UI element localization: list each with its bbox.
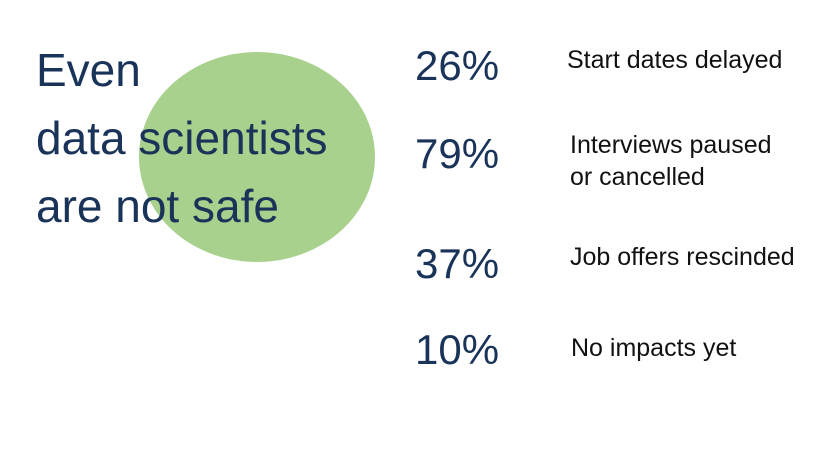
stat-value: 26% — [415, 42, 500, 89]
stat-label: No impacts yet — [571, 334, 737, 362]
stat-label: Interviews paused or cancelled — [570, 131, 772, 191]
green-circle-decoration — [139, 52, 375, 262]
title-line: Even — [36, 44, 141, 96]
stat-value: 79% — [415, 130, 500, 177]
stat-value: 10% — [415, 326, 500, 373]
stat-label: Start dates delayed — [567, 46, 783, 74]
title-line: are not safe — [36, 180, 279, 232]
slide-title: Even data scientists are not safe — [36, 36, 327, 240]
title-line: data scientists — [36, 112, 328, 164]
stat-value: 37% — [415, 240, 500, 287]
stat-label: Job offers rescinded — [570, 243, 795, 271]
